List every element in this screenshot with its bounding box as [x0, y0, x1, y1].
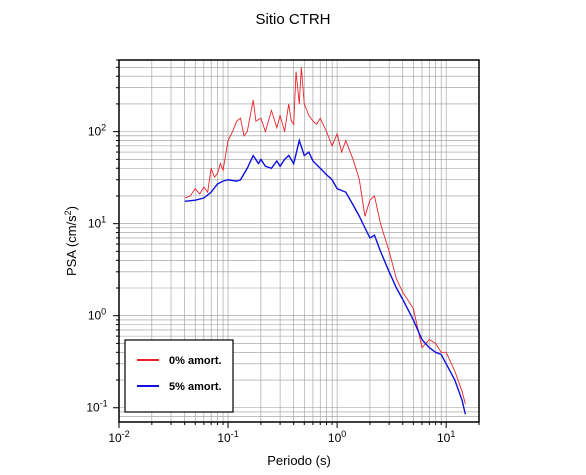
y-tick-label: 101 [88, 215, 106, 231]
x-tick-label: 101 [437, 429, 455, 445]
legend-label: 5% amort. [169, 381, 222, 393]
y-tick-label: 102 [88, 123, 106, 139]
legend-label: 0% amort. [169, 355, 222, 367]
y-tick-label: 10-1 [86, 399, 107, 415]
x-tick-label: 10-1 [217, 429, 238, 445]
x-axis-label: Periodo (s) [267, 453, 331, 468]
series-line [184, 67, 466, 405]
y-axis-label: PSA (cm/s2) [63, 206, 79, 276]
x-tick-label: 100 [328, 429, 346, 445]
plot-frame [118, 59, 480, 423]
legend-box [124, 339, 234, 413]
chart-title: Sitio CTRH [255, 11, 330, 28]
y-tick-label: 100 [88, 307, 106, 323]
series-line [184, 138, 467, 415]
x-tick-label: 10-2 [108, 429, 129, 445]
